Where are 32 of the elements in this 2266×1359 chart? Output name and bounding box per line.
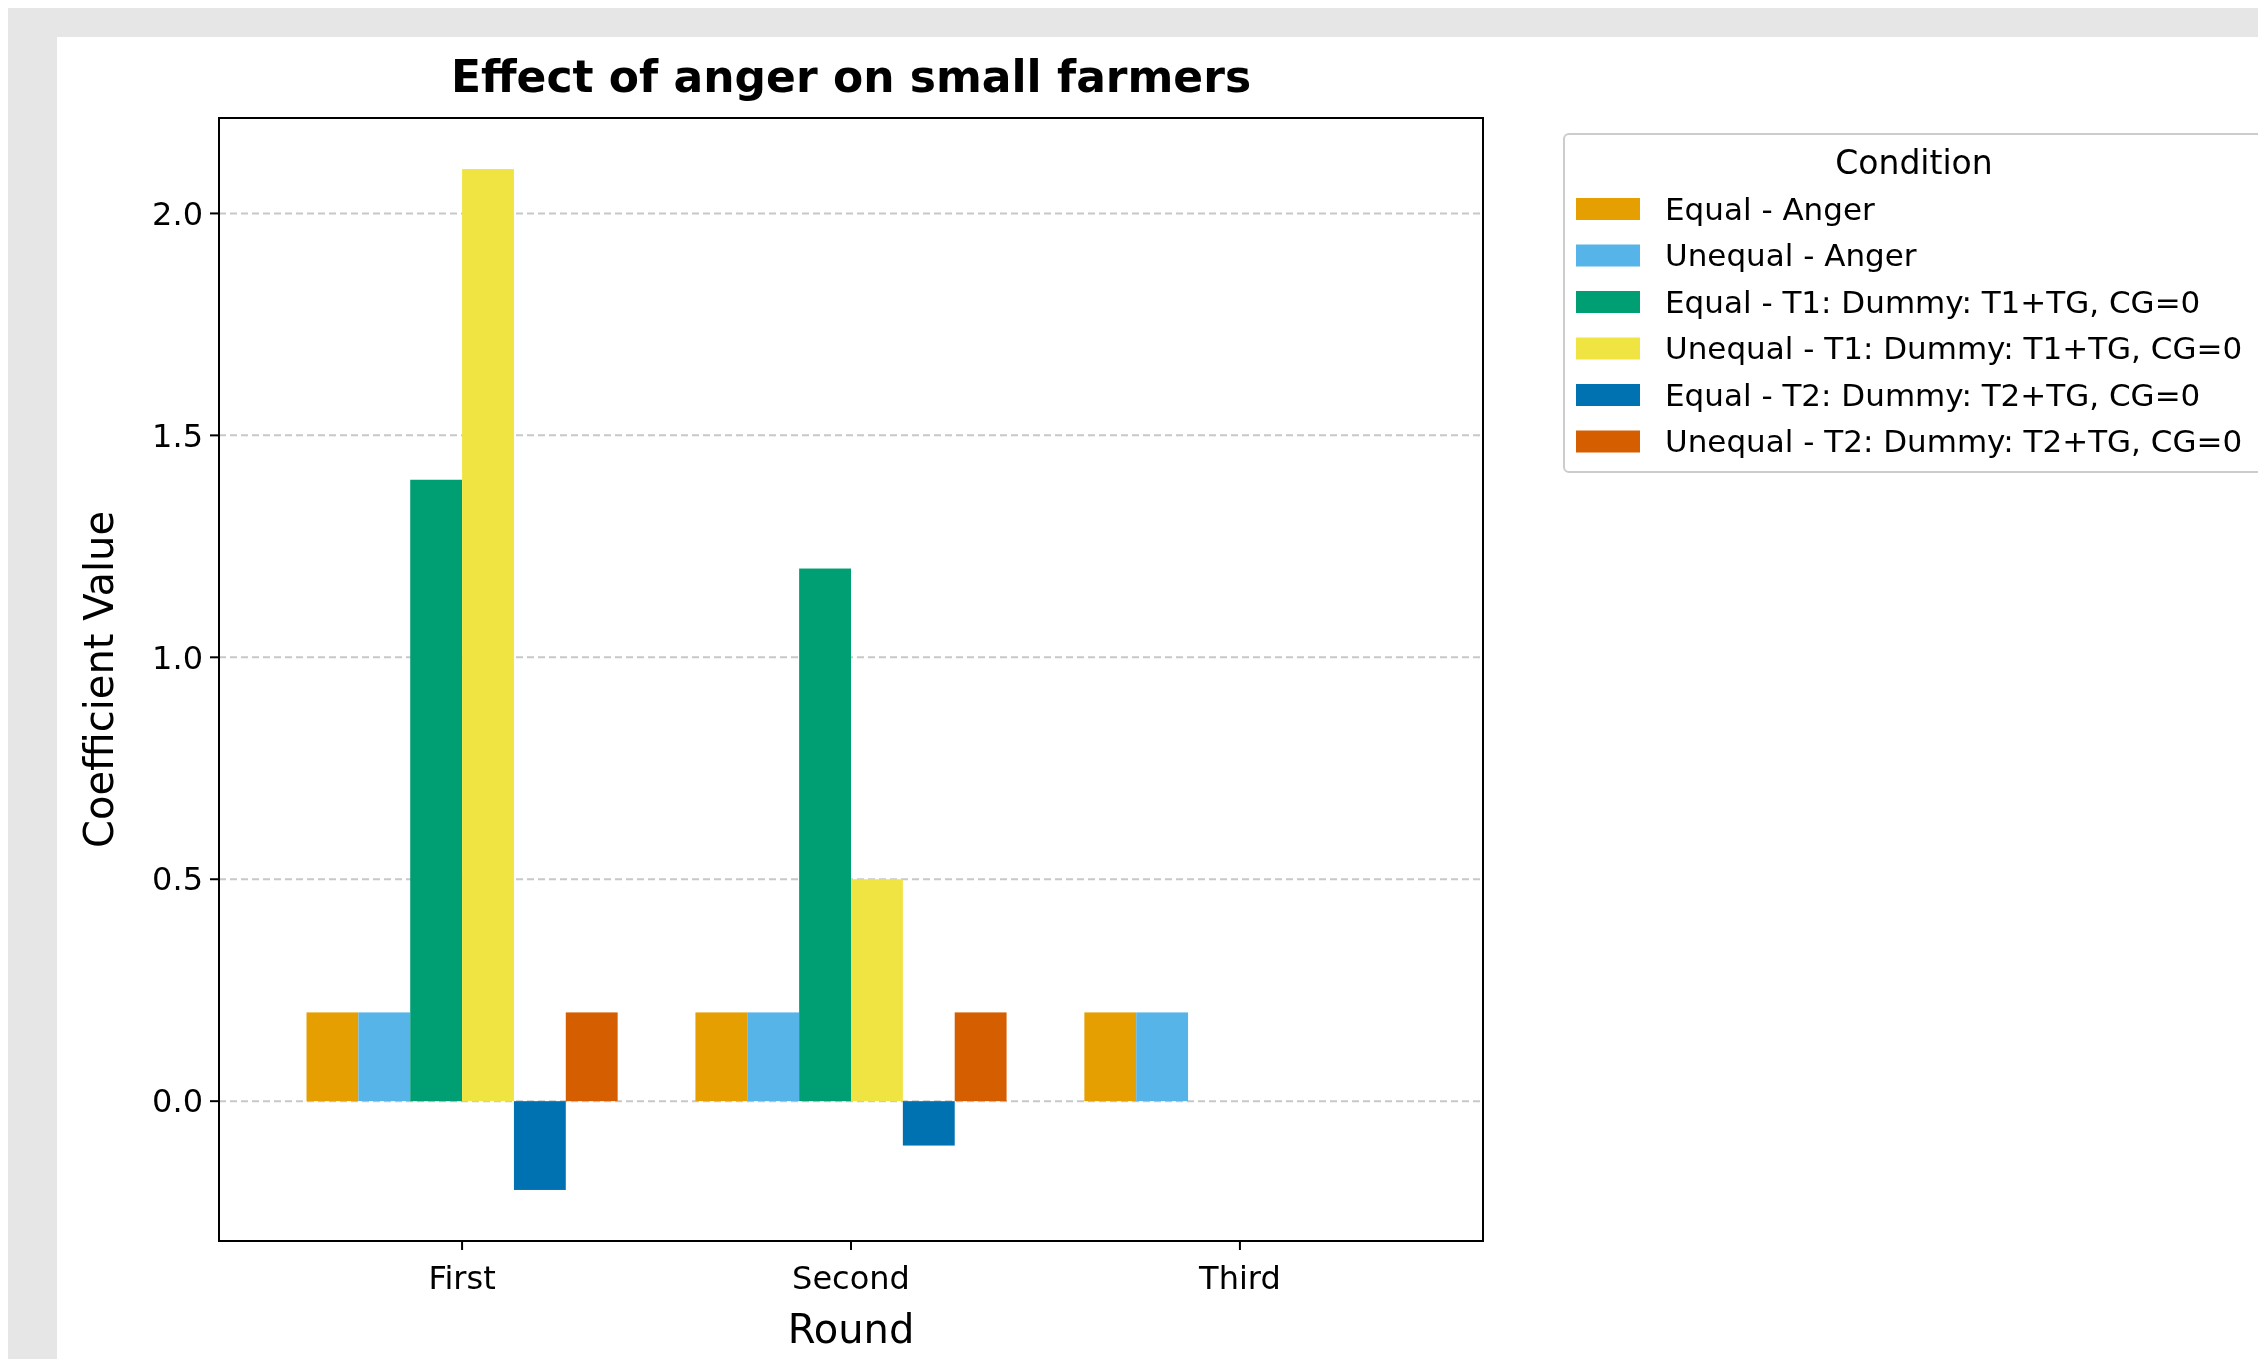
chart-title: Effect of anger on small farmers	[450, 51, 1252, 102]
x-tick-label: First	[428, 1259, 496, 1297]
y-tick-label: 0.5	[152, 860, 203, 899]
bar	[799, 568, 851, 1102]
x-axis-title: Round	[787, 1306, 915, 1352]
bar	[306, 1012, 359, 1102]
bar	[747, 1012, 800, 1102]
legend-label: Unequal - T2: Dummy: T2+TG, CG=0	[1665, 423, 2243, 460]
y-tick-label: 1.5	[152, 416, 203, 455]
legend-title: Condition	[1835, 143, 1993, 182]
bar	[410, 479, 463, 1102]
legend-label: Equal - T2: Dummy: T2+TG, CG=0	[1665, 376, 2201, 413]
y-axis-title: Coefficient Value	[76, 511, 122, 848]
bar	[513, 1101, 566, 1190]
bar	[902, 1101, 955, 1146]
bar	[954, 1012, 1007, 1102]
bar	[695, 1012, 748, 1102]
legend-label: Unequal - T1: Dummy: T1+TG, CG=0	[1665, 330, 2243, 367]
y-tick-label: 2.0	[152, 194, 203, 233]
x-tick-label: Third	[1198, 1259, 1281, 1297]
x-tick-label: Second	[792, 1259, 910, 1297]
legend-label: Unequal - Anger	[1665, 237, 1917, 274]
y-tick-label: 0.0	[152, 1082, 203, 1121]
legend-label: Equal - Anger	[1665, 190, 1876, 227]
bar	[1136, 1012, 1189, 1102]
bar	[565, 1012, 618, 1102]
legend-label: Equal - T1: Dummy: T1+TG, CG=0	[1665, 283, 2201, 320]
bar	[851, 879, 903, 1102]
y-tick-label: 1.0	[152, 638, 203, 677]
bar	[358, 1012, 411, 1102]
bar	[462, 169, 514, 1102]
bar	[1084, 1012, 1137, 1102]
